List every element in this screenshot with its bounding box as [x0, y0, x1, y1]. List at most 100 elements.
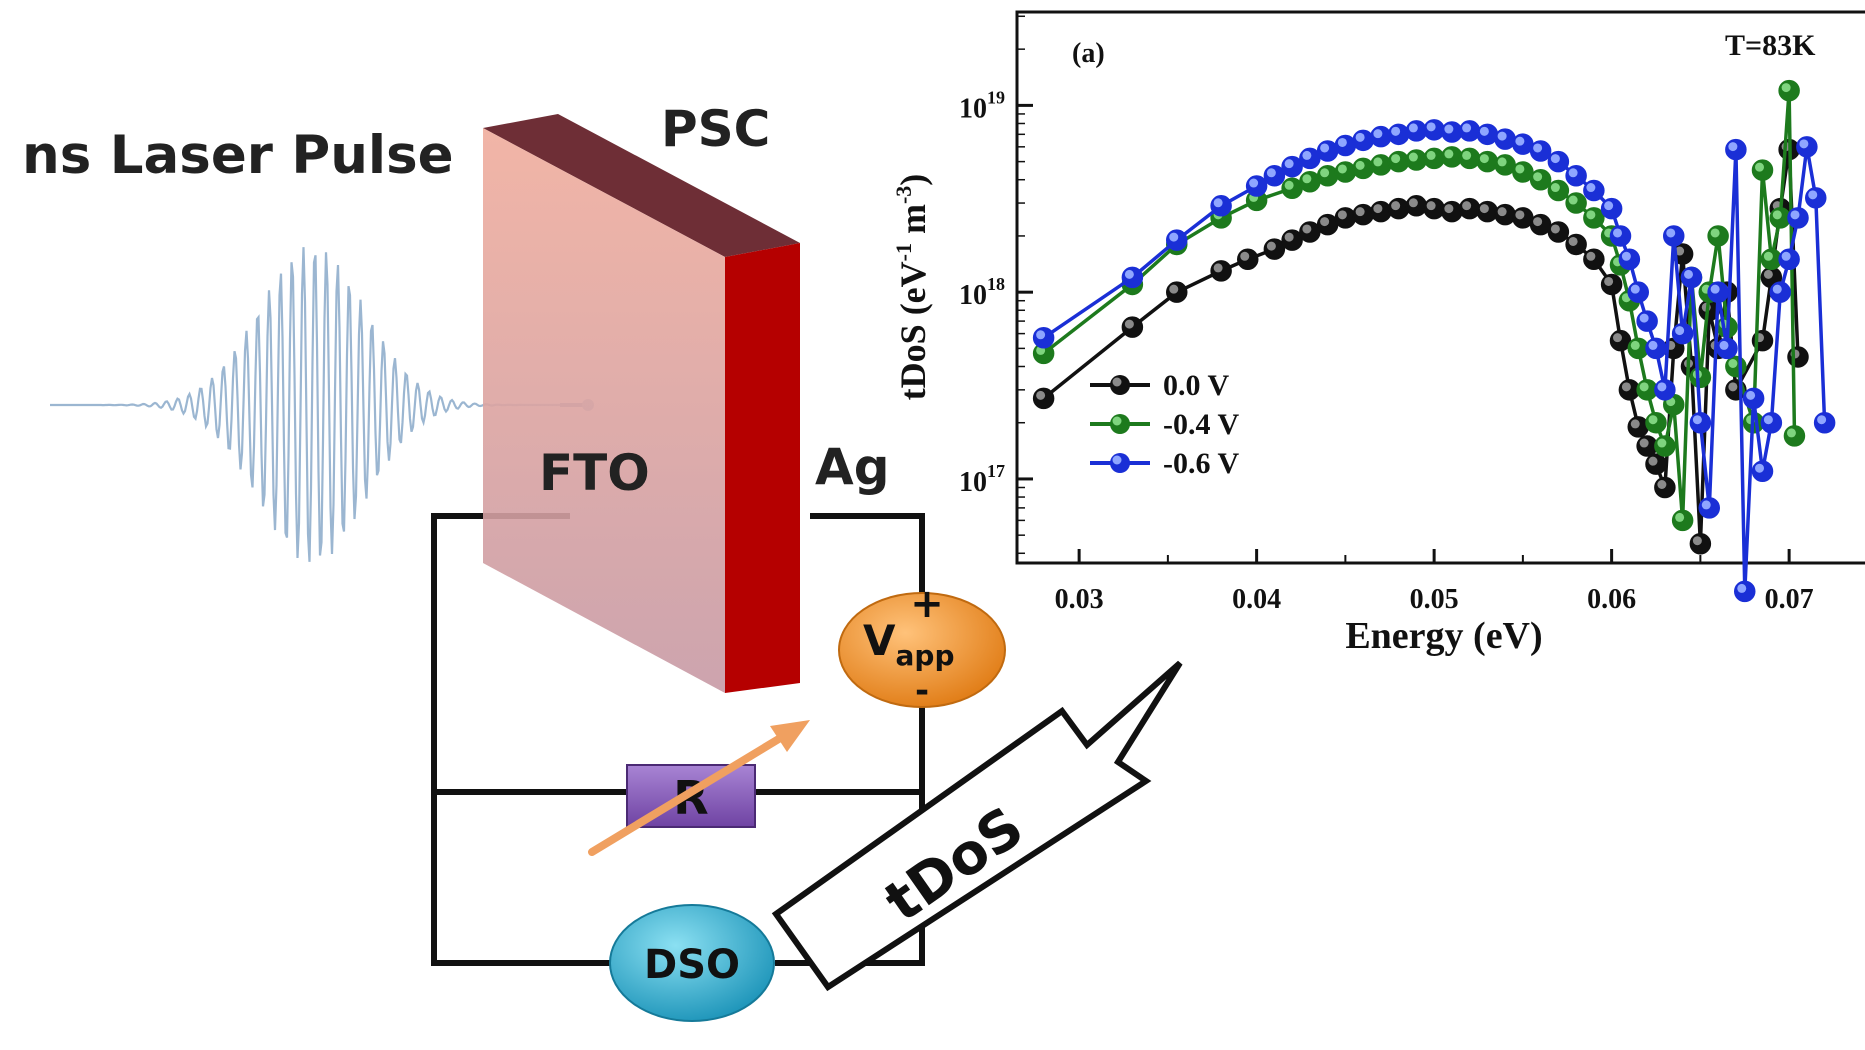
x-tick-label: 0.05	[1410, 584, 1459, 615]
voltage-source: + Vapp -	[838, 581, 1006, 711]
data-point-highlight	[1657, 438, 1667, 448]
data-point-highlight	[1124, 319, 1134, 329]
data-point-highlight	[1648, 456, 1658, 466]
data-point-highlight	[1036, 330, 1046, 340]
data-point-highlight	[1639, 313, 1649, 323]
data-point-highlight	[1763, 251, 1773, 261]
data-point-highlight	[1462, 201, 1472, 211]
data-point-highlight	[1124, 269, 1134, 279]
data-point-highlight	[1391, 154, 1401, 164]
legend-label: -0.4 V	[1163, 408, 1239, 441]
data-point-highlight	[1302, 174, 1312, 184]
x-axis-label: Energy (eV)	[1345, 615, 1542, 657]
data-point-highlight	[1790, 210, 1800, 220]
data-point-highlight	[1621, 382, 1631, 392]
variable-resistor: R	[588, 720, 810, 856]
y-axis-label: tDoS (eV-1 m-3)	[891, 174, 933, 401]
source-plus: +	[910, 581, 944, 627]
data-point-highlight	[1737, 583, 1747, 593]
psc-front-face	[483, 128, 725, 693]
data-point-highlight	[1586, 251, 1596, 261]
tdos-chart: 0.03 0.04 0.05 0.06 0.07 1017 1018 1019 (a) T=…	[891, 10, 1865, 657]
data-point-highlight	[1728, 382, 1738, 392]
psc-label: PSC	[661, 100, 770, 158]
y-tick-label: 1018	[959, 274, 1005, 311]
data-point-highlight	[1213, 198, 1223, 208]
data-point-highlight	[1648, 340, 1658, 350]
data-point-highlight	[1657, 479, 1667, 489]
tdos-arrow-shape	[771, 660, 1183, 992]
data-point-highlight	[1586, 183, 1596, 193]
data-point-highlight	[1755, 162, 1764, 172]
data-point-highlight	[1284, 232, 1294, 242]
data-point-highlight	[1036, 390, 1046, 400]
data-point-highlight	[1373, 129, 1383, 139]
x-tick-label: 0.07	[1765, 584, 1814, 615]
source-minus: -	[915, 671, 929, 711]
data-point-highlight	[1408, 198, 1418, 208]
x-axis-ticks: 0.03 0.04 0.05 0.06 0.07	[1055, 549, 1814, 615]
data-point-highlight	[1692, 415, 1702, 425]
data-point-highlight	[1728, 358, 1738, 368]
variable-arrowhead-icon	[770, 720, 810, 752]
psc-top-face	[483, 114, 800, 257]
data-point-highlight	[1444, 149, 1454, 159]
x-tick-label: 0.06	[1587, 584, 1636, 615]
legend-marker-highlight	[1112, 455, 1122, 465]
data-point-highlight	[1444, 124, 1454, 134]
data-point-highlight	[1604, 201, 1614, 211]
data-point-highlight	[1639, 382, 1649, 392]
data-point-highlight	[1772, 284, 1782, 294]
data-point-highlight	[1426, 150, 1436, 160]
tdos-arrow: tDoS	[771, 660, 1183, 992]
data-point-highlight	[1786, 428, 1796, 438]
data-point-highlight	[1373, 204, 1383, 214]
data-point-highlight	[1772, 210, 1782, 220]
data-point-highlight	[1444, 204, 1454, 214]
data-point-highlight	[1391, 126, 1401, 136]
data-point-highlight	[1515, 164, 1525, 174]
data-point-highlight	[1320, 168, 1330, 178]
data-point-highlight	[1657, 382, 1667, 392]
data-point-highlight	[1462, 123, 1472, 133]
data-point-highlight	[1249, 178, 1259, 188]
data-point-highlight	[1568, 236, 1578, 246]
y-axis-ticks: 1017 1018 1019	[959, 15, 1033, 555]
source-label: Vapp	[863, 616, 955, 672]
data-point-highlight	[1550, 154, 1560, 164]
data-point-highlight	[1515, 210, 1525, 220]
legend-label: 0.0 V	[1163, 369, 1229, 402]
data-point-highlight	[1302, 150, 1312, 160]
data-point-highlight	[1479, 154, 1489, 164]
data-point-highlight	[1684, 269, 1693, 279]
legend-label: -0.6 V	[1163, 447, 1239, 480]
data-point-highlight	[1763, 415, 1773, 425]
data-point-highlight	[1320, 143, 1330, 153]
data-point-highlight	[1355, 132, 1365, 142]
data-point-highlight	[1337, 164, 1347, 174]
data-point-highlight	[1630, 284, 1640, 294]
data-point-highlight	[1550, 224, 1560, 234]
data-point-highlight	[1355, 207, 1365, 217]
data-point-highlight	[1213, 263, 1223, 273]
y-tick-label: 1017	[959, 461, 1005, 498]
data-point-highlight	[1533, 143, 1543, 153]
data-point-highlight	[1391, 201, 1401, 211]
psc-device	[483, 114, 800, 693]
chart-legend: 0.0 V -0.4 V -0.6 V	[1090, 369, 1239, 480]
data-point-highlight	[1497, 157, 1507, 167]
data-point-highlight	[1462, 150, 1472, 160]
data-point-highlight	[1408, 152, 1418, 162]
data-point-highlight	[1266, 241, 1276, 251]
data-point-highlight	[1719, 340, 1729, 350]
variable-arrow-icon	[588, 733, 786, 856]
panel-label: (a)	[1072, 38, 1105, 69]
legend-marker-highlight	[1112, 416, 1122, 426]
data-point-highlight	[1497, 207, 1507, 217]
series-2	[1032, 119, 1836, 603]
data-point-highlight	[1426, 122, 1436, 132]
data-point-highlight	[1337, 210, 1347, 220]
data-point-highlight	[1675, 326, 1685, 336]
data-point-highlight	[1621, 251, 1631, 261]
